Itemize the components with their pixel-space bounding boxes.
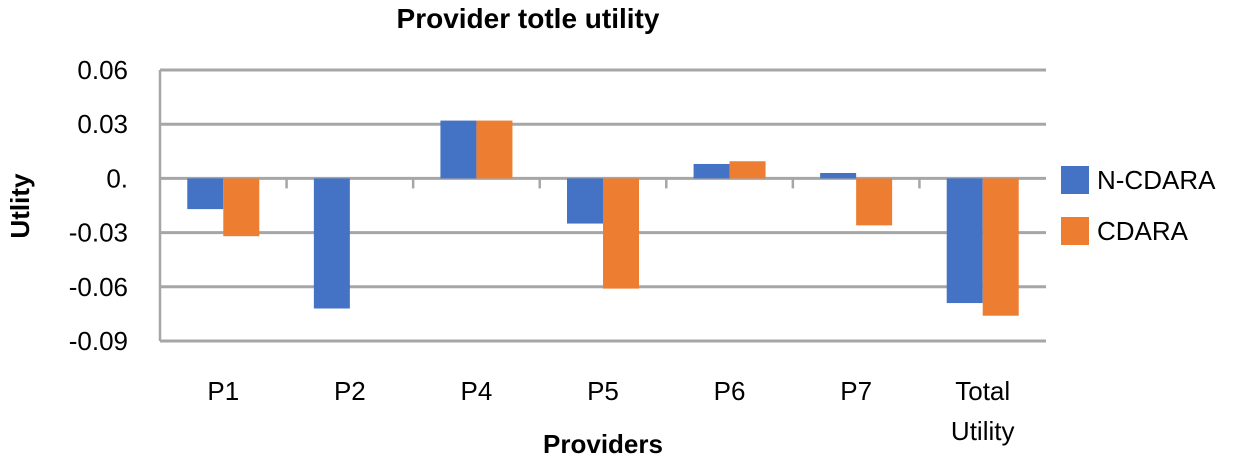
chart-title: Provider totle utility — [397, 3, 660, 34]
y-tick-label: 0. — [106, 163, 128, 193]
bar-n-cdara-p2 — [313, 178, 350, 309]
bar-cdara-p1 — [223, 178, 260, 237]
bar-cdara-p6 — [729, 161, 766, 179]
legend-item-cdara: CDARA — [1061, 216, 1189, 246]
bar-n-cdara-p7 — [820, 172, 857, 179]
y-tick-label: -0.06 — [69, 272, 128, 302]
legend-label: CDARA — [1097, 216, 1189, 246]
x-axis-title: Providers — [543, 429, 663, 459]
y-axis-title: Utlity — [5, 173, 35, 239]
bar-n-cdara-p5 — [567, 178, 603, 224]
legend-item-n-cdara: N-CDARA — [1061, 165, 1216, 195]
x-tick-label: P2 — [334, 376, 366, 406]
bar-cdara-p5 — [603, 178, 639, 289]
bar-cdara-p4 — [476, 120, 513, 179]
x-tick-label: P5 — [587, 376, 619, 406]
x-tick-label: P1 — [207, 376, 239, 406]
x-tick-label: P7 — [840, 376, 872, 406]
x-tick-label: Total Utility — [951, 376, 1015, 446]
y-tick-label: 0.03 — [77, 109, 128, 139]
bar-n-cdara-total-utility — [946, 178, 983, 304]
bar-cdara-p7 — [856, 178, 893, 226]
legend-swatch — [1061, 166, 1089, 194]
bar-n-cdara-p1 — [187, 178, 224, 210]
x-tick-label: P4 — [461, 376, 493, 406]
y-tick-label: -0.09 — [69, 326, 128, 356]
y-tick-label: -0.03 — [69, 218, 128, 248]
x-tick-label: P6 — [714, 376, 746, 406]
y-tick-label: 0.06 — [77, 55, 128, 85]
legend-label: N-CDARA — [1097, 165, 1216, 195]
bar-cdara-total-utility — [982, 178, 1019, 316]
legend-swatch — [1061, 217, 1089, 245]
bar-n-cdara-p6 — [693, 163, 730, 179]
bar-n-cdara-p4 — [440, 120, 477, 179]
